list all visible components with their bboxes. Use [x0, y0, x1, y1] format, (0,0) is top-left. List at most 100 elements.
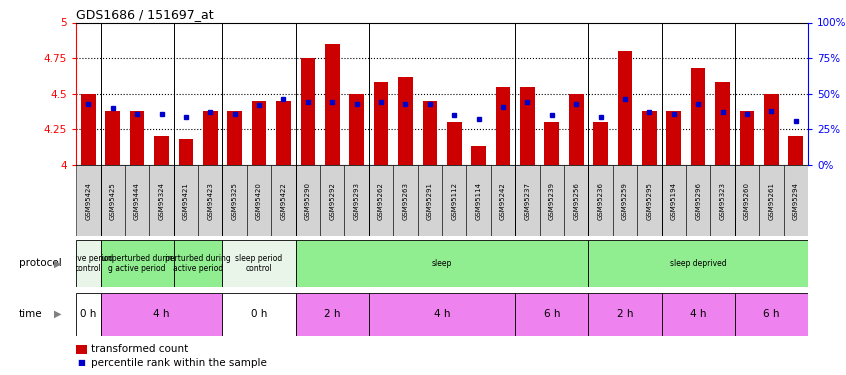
Text: GSM95291: GSM95291 [427, 182, 433, 220]
Bar [369, 292, 515, 336]
Text: GSM95425: GSM95425 [110, 182, 116, 219]
Bar [613, 165, 637, 236]
Bar [783, 165, 808, 236]
Text: GSM95256: GSM95256 [574, 182, 580, 220]
Bar [272, 165, 296, 236]
Text: GSM95423: GSM95423 [207, 182, 213, 220]
Text: sleep deprived: sleep deprived [670, 259, 727, 268]
Bar [325, 44, 339, 165]
Text: GSM95296: GSM95296 [695, 182, 701, 220]
Text: ▶: ▶ [54, 258, 61, 268]
Bar [129, 111, 145, 165]
Bar [276, 101, 291, 165]
Bar [222, 240, 296, 287]
Bar [81, 94, 96, 165]
Text: ■: ■ [77, 358, 85, 368]
Bar [374, 82, 388, 165]
Bar [296, 240, 588, 287]
Text: GSM95324: GSM95324 [158, 182, 164, 220]
Bar [203, 111, 217, 165]
Bar [515, 165, 540, 236]
Bar [491, 165, 515, 236]
Bar [588, 165, 613, 236]
Text: ▶: ▶ [54, 309, 61, 319]
Text: GSM95444: GSM95444 [135, 182, 140, 219]
Bar [393, 165, 418, 236]
Bar [173, 240, 222, 287]
Bar [642, 111, 656, 165]
Text: GSM95242: GSM95242 [500, 182, 506, 219]
Text: GSM95421: GSM95421 [183, 182, 189, 220]
Bar [715, 82, 730, 165]
Text: time: time [19, 309, 42, 319]
Bar [788, 136, 803, 165]
Text: transformed count: transformed count [91, 345, 189, 354]
Bar [637, 165, 662, 236]
Bar [471, 147, 486, 165]
Bar [588, 292, 662, 336]
Bar [76, 165, 101, 236]
Text: GSM95420: GSM95420 [256, 182, 262, 220]
Bar [198, 165, 222, 236]
Bar [447, 122, 462, 165]
Bar [252, 101, 266, 165]
Text: GSM95294: GSM95294 [793, 182, 799, 220]
Text: GSM95112: GSM95112 [451, 182, 457, 220]
Text: 4 h: 4 h [153, 309, 170, 319]
Bar [149, 165, 173, 236]
Text: GSM95295: GSM95295 [646, 182, 652, 220]
Bar [173, 165, 198, 236]
Bar [734, 165, 759, 236]
Bar [222, 165, 247, 236]
Text: 0 h: 0 h [251, 309, 267, 319]
Bar [496, 87, 510, 165]
Text: GSM95262: GSM95262 [378, 182, 384, 220]
Bar [691, 68, 706, 165]
Bar [618, 51, 632, 165]
Text: GSM95239: GSM95239 [549, 182, 555, 220]
Text: GSM95237: GSM95237 [525, 182, 530, 220]
Bar [369, 165, 393, 236]
Text: GSM95260: GSM95260 [744, 182, 750, 220]
Text: GSM95292: GSM95292 [329, 182, 335, 220]
Text: GDS1686 / 151697_at: GDS1686 / 151697_at [76, 8, 214, 21]
Bar [344, 165, 369, 236]
Text: 4 h: 4 h [689, 309, 706, 319]
Text: GSM95325: GSM95325 [232, 182, 238, 220]
Text: 4 h: 4 h [434, 309, 450, 319]
Bar [296, 292, 369, 336]
Text: GSM95263: GSM95263 [403, 182, 409, 220]
Bar [667, 111, 681, 165]
Text: GSM95261: GSM95261 [768, 182, 774, 220]
Bar [154, 136, 169, 165]
Bar [125, 165, 149, 236]
Text: GSM95194: GSM95194 [671, 182, 677, 220]
Bar [662, 292, 734, 336]
Bar [76, 240, 101, 287]
Bar [106, 111, 120, 165]
Text: GSM95424: GSM95424 [85, 182, 91, 219]
Bar [662, 165, 686, 236]
Bar [76, 292, 101, 336]
Bar [300, 58, 316, 165]
Bar [228, 111, 242, 165]
Bar [398, 76, 413, 165]
Text: 2 h: 2 h [617, 309, 634, 319]
Text: unperturbed durin
g active period: unperturbed durin g active period [102, 254, 173, 273]
Bar [734, 292, 808, 336]
Bar [101, 240, 173, 287]
Bar [247, 165, 272, 236]
Bar [466, 165, 491, 236]
Text: GSM95422: GSM95422 [281, 182, 287, 219]
Bar [588, 240, 808, 287]
Bar [759, 165, 783, 236]
Text: 2 h: 2 h [324, 309, 341, 319]
Bar [222, 292, 296, 336]
Text: percentile rank within the sample: percentile rank within the sample [91, 358, 267, 368]
Bar [296, 165, 320, 236]
Bar [711, 165, 734, 236]
Bar [442, 165, 466, 236]
Bar [545, 122, 559, 165]
Text: GSM95114: GSM95114 [475, 182, 481, 220]
Text: GSM95236: GSM95236 [597, 182, 603, 220]
